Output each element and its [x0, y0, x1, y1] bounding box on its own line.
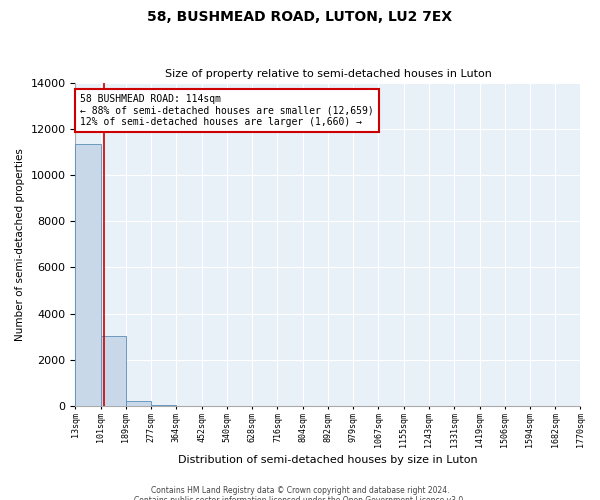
Bar — [101, 336, 126, 406]
Title: Size of property relative to semi-detached houses in Luton: Size of property relative to semi-detach… — [164, 69, 491, 79]
Text: Contains HM Land Registry data © Crown copyright and database right 2024.: Contains HM Land Registry data © Crown c… — [151, 486, 449, 495]
X-axis label: Distribution of semi-detached houses by size in Luton: Distribution of semi-detached houses by … — [178, 455, 478, 465]
Y-axis label: Number of semi-detached properties: Number of semi-detached properties — [15, 148, 25, 341]
Bar — [76, 144, 101, 406]
Text: Contains public sector information licensed under the Open Government Licence v3: Contains public sector information licen… — [134, 496, 466, 500]
Bar — [126, 402, 151, 406]
Text: 58 BUSHMEAD ROAD: 114sqm
← 88% of semi-detached houses are smaller (12,659)
12% : 58 BUSHMEAD ROAD: 114sqm ← 88% of semi-d… — [80, 94, 374, 128]
Text: 58, BUSHMEAD ROAD, LUTON, LU2 7EX: 58, BUSHMEAD ROAD, LUTON, LU2 7EX — [148, 10, 452, 24]
